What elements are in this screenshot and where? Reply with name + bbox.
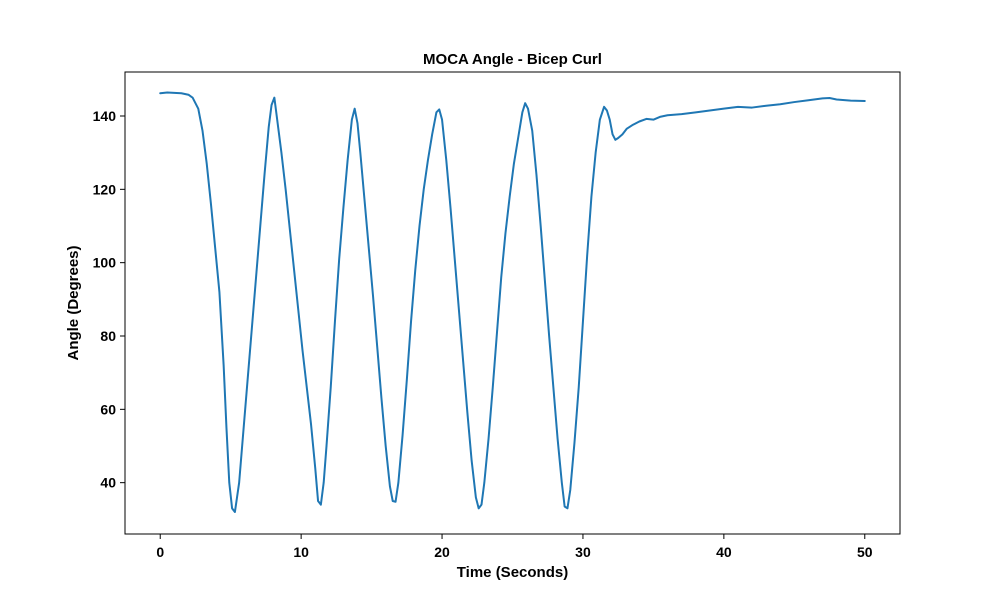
x-tick-label: 50	[857, 544, 873, 560]
y-tick-label: 100	[93, 255, 117, 271]
y-axis-label: Angle (Degrees)	[65, 245, 82, 360]
y-tick-label: 40	[100, 475, 116, 491]
x-tick-label: 0	[156, 544, 164, 560]
series-group	[159, 91, 866, 513]
y-tick-label: 140	[93, 108, 117, 124]
x-tick-label: 30	[575, 544, 591, 560]
y-tick-label: 80	[100, 328, 116, 344]
y-axis-ticks: 40 60 80 100 120 140	[93, 108, 125, 491]
x-tick-label: 20	[434, 544, 450, 560]
y-tick-label: 60	[100, 401, 116, 417]
x-axis-label: Time (Seconds)	[457, 564, 568, 581]
y-tick-label: 120	[93, 181, 117, 197]
x-tick-label: 10	[293, 544, 309, 560]
x-axis-ticks: 0 10 20 30 40 50	[156, 534, 873, 560]
plot-frame	[124, 71, 901, 535]
x-tick-label: 40	[716, 544, 732, 560]
series-line-0	[159, 91, 866, 513]
chart-title: MOCA Angle - Bicep Curl	[423, 51, 602, 68]
